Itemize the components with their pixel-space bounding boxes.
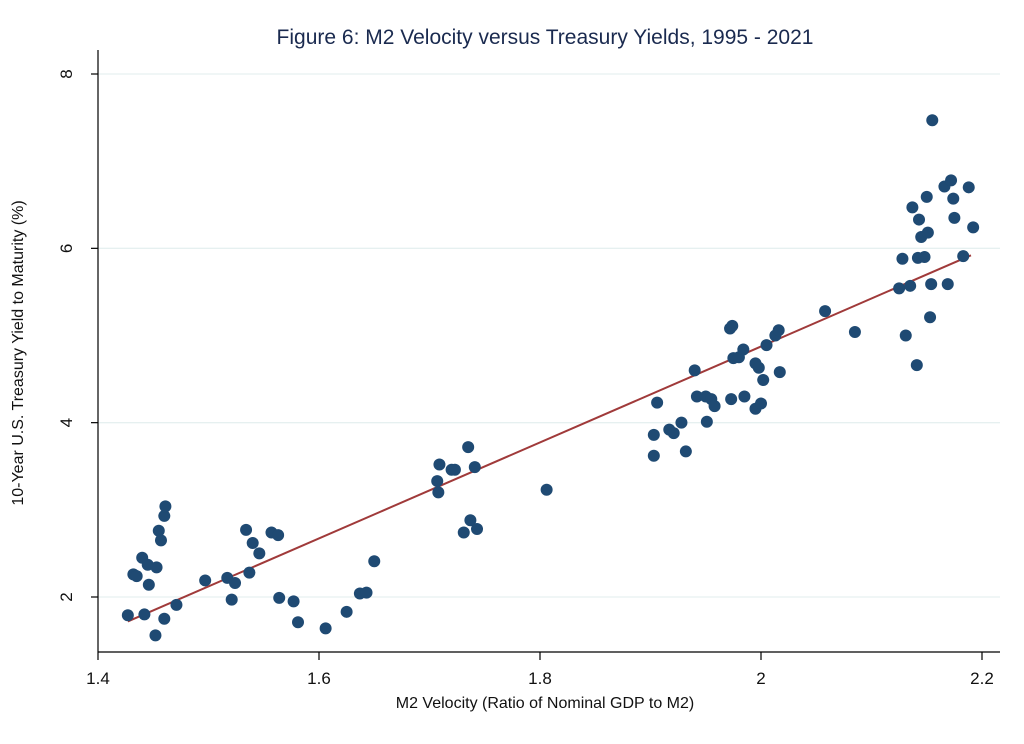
data-point (941, 278, 954, 291)
data-point (292, 616, 305, 629)
data-point (725, 393, 738, 406)
data-point (229, 577, 242, 590)
data-point (433, 458, 446, 471)
data-point (149, 629, 162, 642)
x-tick-label: 1.6 (307, 669, 331, 688)
data-point (142, 578, 155, 591)
data-point (150, 561, 163, 574)
x-axis-label: M2 Velocity (Ratio of Nominal GDP to M2) (396, 695, 694, 712)
data-point (243, 566, 256, 579)
data-point (772, 324, 785, 337)
data-point (468, 461, 481, 474)
data-point (904, 279, 917, 292)
grid-lines (98, 73, 1000, 598)
data-point (962, 181, 975, 194)
x-tick-label: 2.2 (970, 669, 994, 688)
data-point (896, 252, 909, 265)
data-point (760, 339, 773, 352)
data-point (272, 529, 285, 542)
data-point (651, 396, 664, 409)
data-point (924, 311, 937, 324)
data-point (700, 415, 713, 428)
data-point (679, 445, 692, 458)
data-point (690, 390, 703, 403)
data-point (957, 250, 970, 263)
data-point (738, 390, 751, 403)
data-point (462, 441, 475, 454)
data-point (121, 609, 134, 622)
data-point (708, 400, 721, 413)
data-point (752, 361, 765, 374)
data-point (152, 524, 165, 537)
x-tick-label: 1.8 (528, 669, 552, 688)
data-point (159, 500, 172, 513)
data-point (647, 449, 660, 462)
data-point (893, 282, 906, 295)
data-point (471, 523, 484, 536)
data-point (918, 251, 931, 264)
y-tick-label: 2 (57, 592, 76, 601)
data-point (921, 226, 934, 239)
data-point (926, 114, 939, 127)
data-point (138, 608, 151, 621)
data-point (667, 427, 680, 440)
y-axis-label: 10-Year U.S. Treasury Yield to Maturity … (10, 200, 27, 505)
data-point (899, 329, 912, 342)
data-point (253, 547, 266, 560)
data-point (925, 278, 938, 291)
data-point (130, 570, 143, 583)
data-point (199, 574, 212, 587)
data-point (360, 586, 373, 599)
data-point (819, 305, 832, 318)
data-point (647, 428, 660, 441)
data-point (287, 595, 300, 608)
data-point (457, 526, 470, 539)
data-point (225, 593, 238, 606)
data-point (240, 523, 253, 536)
data-point (432, 486, 445, 499)
data-point (368, 555, 381, 568)
y-tick-label: 6 (57, 244, 76, 253)
data-point (154, 534, 167, 547)
fit-line (127, 254, 972, 623)
data-point (688, 364, 701, 377)
data-point (273, 591, 286, 604)
chart-title: Figure 6: M2 Velocity versus Treasury Yi… (277, 26, 814, 49)
x-tick-label: 2 (756, 669, 765, 688)
data-point (967, 221, 980, 234)
data-point (319, 622, 332, 635)
data-point (431, 475, 444, 488)
data-point (158, 509, 171, 522)
data-point (848, 326, 861, 339)
y-tick-label: 8 (57, 69, 76, 78)
y-tick-label: 4 (57, 418, 76, 427)
data-point (158, 612, 171, 625)
data-points (121, 114, 980, 642)
data-point (737, 343, 750, 356)
data-point (170, 598, 183, 611)
data-point (920, 190, 933, 203)
data-point (910, 359, 923, 372)
data-point (246, 536, 259, 549)
data-point (948, 211, 961, 224)
data-point (464, 514, 477, 527)
fit-line-group (127, 254, 972, 623)
data-point (906, 201, 919, 214)
data-point (448, 463, 461, 476)
data-point (913, 213, 926, 226)
x-tick-label: 1.4 (86, 669, 110, 688)
x-axis-ticks: 1.4 1.6 1.8 2 2.2 (86, 652, 994, 688)
data-point (947, 192, 960, 205)
y-axis-ticks: 2 4 6 8 (57, 69, 98, 602)
data-point (340, 605, 353, 618)
data-point (540, 483, 553, 496)
data-point (755, 397, 767, 410)
data-point (757, 373, 770, 386)
data-point (675, 416, 688, 429)
data-point (726, 319, 739, 332)
data-point (945, 174, 958, 187)
data-point (773, 366, 786, 379)
